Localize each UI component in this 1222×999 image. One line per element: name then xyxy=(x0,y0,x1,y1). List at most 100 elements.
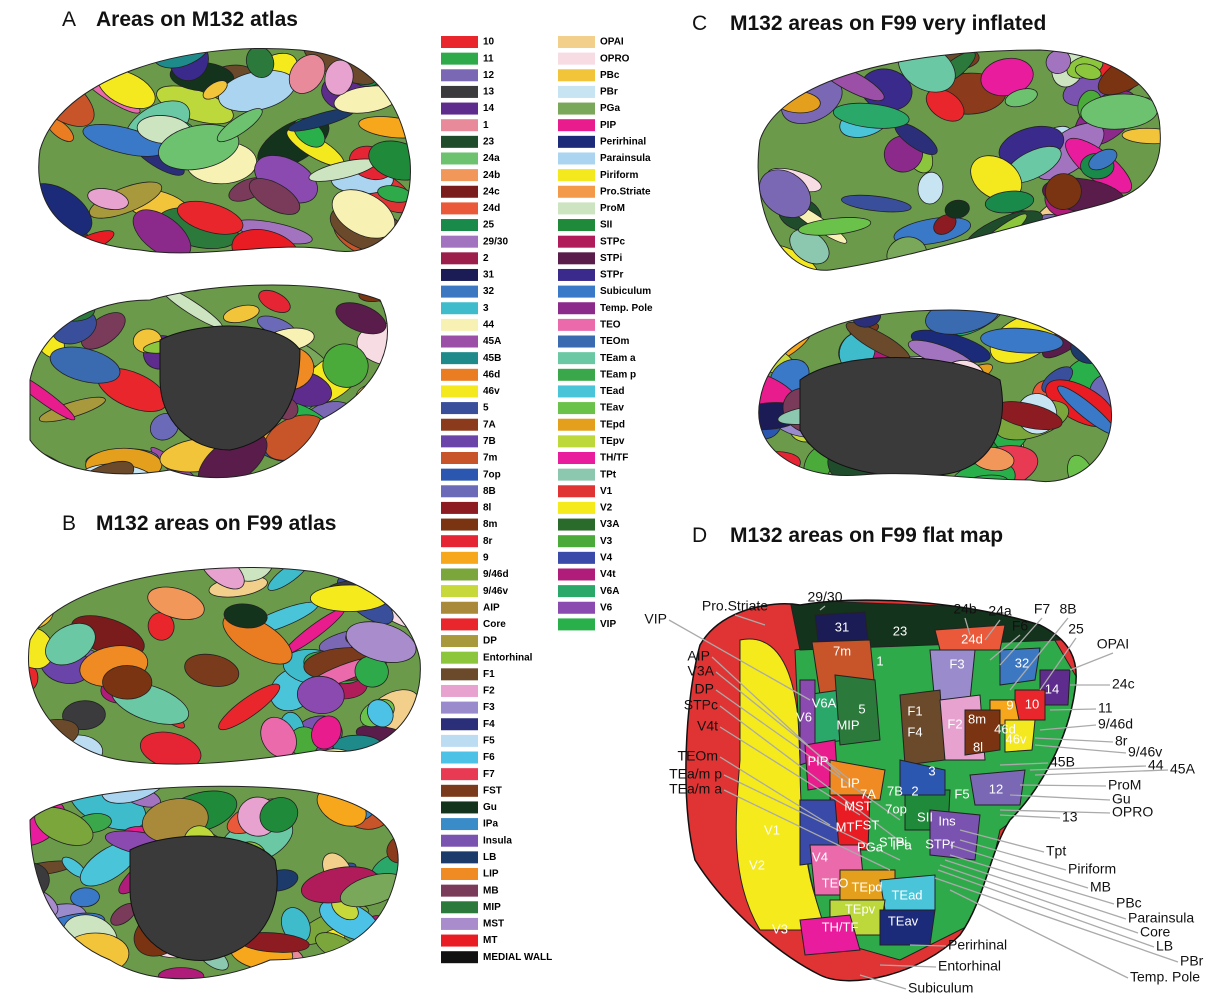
legend-swatch xyxy=(558,435,595,448)
legend-swatch xyxy=(441,734,478,747)
legend-swatch xyxy=(441,718,478,731)
legend-label: F6 xyxy=(483,752,495,763)
brain-area xyxy=(1004,88,1038,108)
region xyxy=(1004,719,1036,753)
legend-label: 3 xyxy=(483,303,489,314)
brain-area xyxy=(30,952,95,979)
leader-line xyxy=(999,814,1061,819)
area-label: 12 xyxy=(989,781,1003,796)
brain-area xyxy=(75,48,117,74)
area-label: SII xyxy=(917,809,933,824)
area-label: 1 xyxy=(876,653,883,668)
legend-label: F1 xyxy=(483,669,495,680)
brain xyxy=(28,567,421,765)
legend-swatch xyxy=(558,585,595,598)
brain-area xyxy=(362,931,399,955)
flat-map-regions xyxy=(685,600,1077,981)
leader-line xyxy=(819,605,826,611)
area-label: 2 xyxy=(911,783,918,798)
legend-label: 7A xyxy=(483,419,496,430)
legend-label: DP xyxy=(483,636,497,647)
area-label: Subiculum xyxy=(908,980,973,996)
legend-label: TEpv xyxy=(600,436,625,447)
brain-area xyxy=(759,169,812,218)
area-label: 46v xyxy=(1006,731,1027,746)
area-label: 23 xyxy=(893,623,907,638)
brain-area xyxy=(382,379,388,408)
leader-line xyxy=(949,854,1115,905)
legend-swatch xyxy=(441,152,478,165)
brain-area xyxy=(357,48,403,65)
brain-area xyxy=(841,194,912,213)
legend-swatch xyxy=(441,951,478,964)
legend-swatch xyxy=(441,235,478,248)
legend-swatch xyxy=(441,69,478,82)
brain-area xyxy=(202,80,228,100)
brain-area xyxy=(39,567,67,597)
area-label: 7B xyxy=(887,783,903,798)
brain-area xyxy=(383,931,399,975)
brain-area xyxy=(961,248,1016,271)
legend-label: TEad xyxy=(600,386,624,397)
area-label: V6 xyxy=(796,709,812,724)
legend-swatch xyxy=(558,219,595,232)
legend-swatch xyxy=(558,235,595,248)
panel-letter: D xyxy=(692,524,707,547)
area-label: Gu xyxy=(1112,791,1131,807)
legend-swatch xyxy=(441,169,478,182)
legend-swatch xyxy=(441,435,478,448)
legend-label: 23 xyxy=(483,136,495,147)
legend-label: MIP xyxy=(483,902,501,913)
leader-line xyxy=(937,869,1155,948)
legend-swatch xyxy=(441,651,478,664)
brain-area xyxy=(223,603,268,629)
legend-label: F4 xyxy=(483,719,495,730)
area-label: Piriform xyxy=(1068,861,1116,877)
leader-line xyxy=(859,974,907,990)
brain-area xyxy=(45,622,96,666)
legend-swatch xyxy=(558,452,595,464)
brain-area xyxy=(248,178,301,215)
legend-label: 29/30 xyxy=(483,236,508,247)
legend-swatch xyxy=(558,135,595,148)
brain-area xyxy=(253,468,329,478)
panel-letter: A xyxy=(62,8,76,31)
legend-label: 7B xyxy=(483,436,496,447)
legend-swatch xyxy=(558,52,595,65)
brain-area xyxy=(147,612,175,641)
legend-swatch xyxy=(558,518,595,531)
legend-label: 46v xyxy=(483,386,500,397)
legend-label: VIP xyxy=(600,619,616,630)
brain-area xyxy=(184,653,240,687)
legend-swatch xyxy=(441,834,478,847)
legend-label: SII xyxy=(600,220,612,231)
area-label: AIP xyxy=(687,648,710,664)
area-label: 5 xyxy=(858,701,865,716)
brain-area xyxy=(388,567,421,588)
legend-label: V3A xyxy=(600,519,619,530)
area-label: 13 xyxy=(1062,809,1078,825)
brain-area xyxy=(1010,243,1085,271)
brain xyxy=(38,48,411,253)
area-label: F1 xyxy=(907,703,922,718)
legend-label: Perirhinal xyxy=(600,136,646,147)
legend-label: TPt xyxy=(600,469,617,480)
legend-swatch xyxy=(441,751,478,764)
brain-outline xyxy=(758,309,1112,482)
legend-swatch xyxy=(558,385,595,398)
leader-line xyxy=(1009,794,1111,801)
legend-label: 24b xyxy=(483,170,500,181)
leader-line xyxy=(939,864,1139,934)
panel-title: M132 areas on F99 atlas xyxy=(96,512,336,535)
area-label: V3A xyxy=(688,663,715,679)
legend-swatch xyxy=(441,135,478,148)
legend-label: V3 xyxy=(600,536,613,547)
legend-label: 8B xyxy=(483,486,496,497)
legend-swatch xyxy=(558,268,595,281)
brain-area xyxy=(218,683,281,731)
area-label: 24b xyxy=(953,601,977,617)
legend-label: TEam a xyxy=(600,353,636,364)
region xyxy=(899,759,946,796)
area-label: STPc xyxy=(684,697,718,713)
